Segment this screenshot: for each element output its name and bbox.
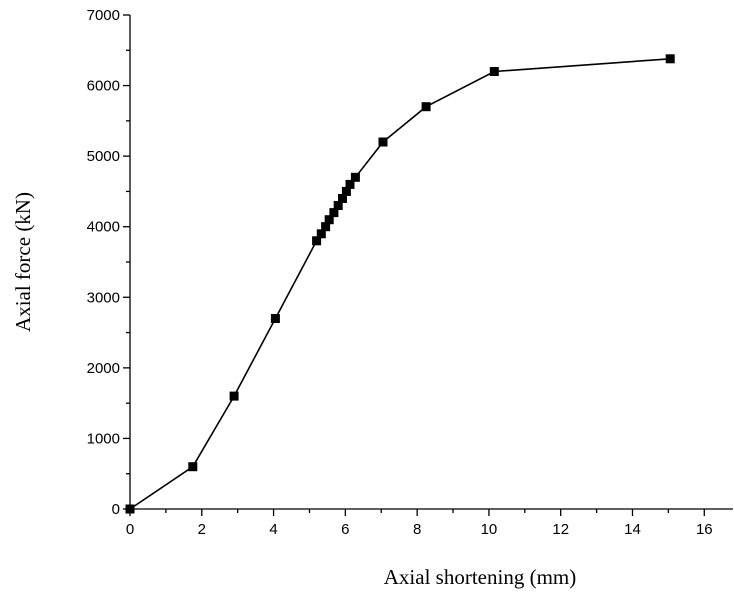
data-point [350, 172, 360, 182]
x-tick-label: 14 [624, 521, 641, 538]
data-point [229, 391, 239, 401]
data-point [324, 215, 334, 225]
y-ticks: 0 1000 2000 3000 4000 5000 6000 7000 [87, 7, 130, 518]
y-tick-label: 0 [112, 501, 120, 518]
x-tick-label: 4 [269, 521, 277, 538]
data-point [316, 229, 326, 239]
x-tick-label: 6 [341, 521, 349, 538]
x-tick-label: 10 [481, 521, 498, 538]
data-point [312, 236, 322, 246]
x-tick-label: 12 [552, 521, 569, 538]
data-point [333, 201, 343, 210]
x-ticks: 0 2 4 6 8 10 12 14 16 [126, 509, 713, 538]
series-group [125, 54, 675, 514]
y-tick-label: 2000 [87, 360, 120, 377]
y-tick-label: 5000 [87, 148, 120, 165]
data-point [378, 137, 388, 147]
y-axis-title: Axial force (kN) [11, 192, 35, 332]
data-point [188, 462, 198, 472]
x-tick-label: 2 [198, 521, 206, 538]
data-point [321, 222, 331, 232]
data-point [329, 208, 339, 218]
x-tick-label: 0 [126, 521, 134, 538]
axes-group: 0 2 4 6 8 10 12 14 16 0 1000 2000 3000 4000 5000 6000 7… [87, 7, 733, 538]
data-point [489, 67, 499, 76]
data-point [125, 504, 135, 514]
y-tick-label: 3000 [87, 289, 120, 306]
data-point [270, 314, 280, 323]
x-tick-label: 16 [696, 521, 713, 538]
data-point [345, 179, 355, 189]
data-point [421, 102, 431, 112]
data-point [341, 186, 351, 196]
series-line [129, 58, 671, 510]
x-tick-label: 8 [413, 521, 421, 538]
data-point [338, 194, 347, 203]
y-tick-label: 1000 [87, 430, 120, 447]
y-tick-label: 7000 [87, 7, 120, 24]
data-point [665, 54, 675, 64]
y-tick-label: 4000 [87, 219, 120, 236]
x-axis-title: Axial shortening (mm) [384, 565, 576, 589]
y-tick-label: 6000 [87, 78, 120, 95]
